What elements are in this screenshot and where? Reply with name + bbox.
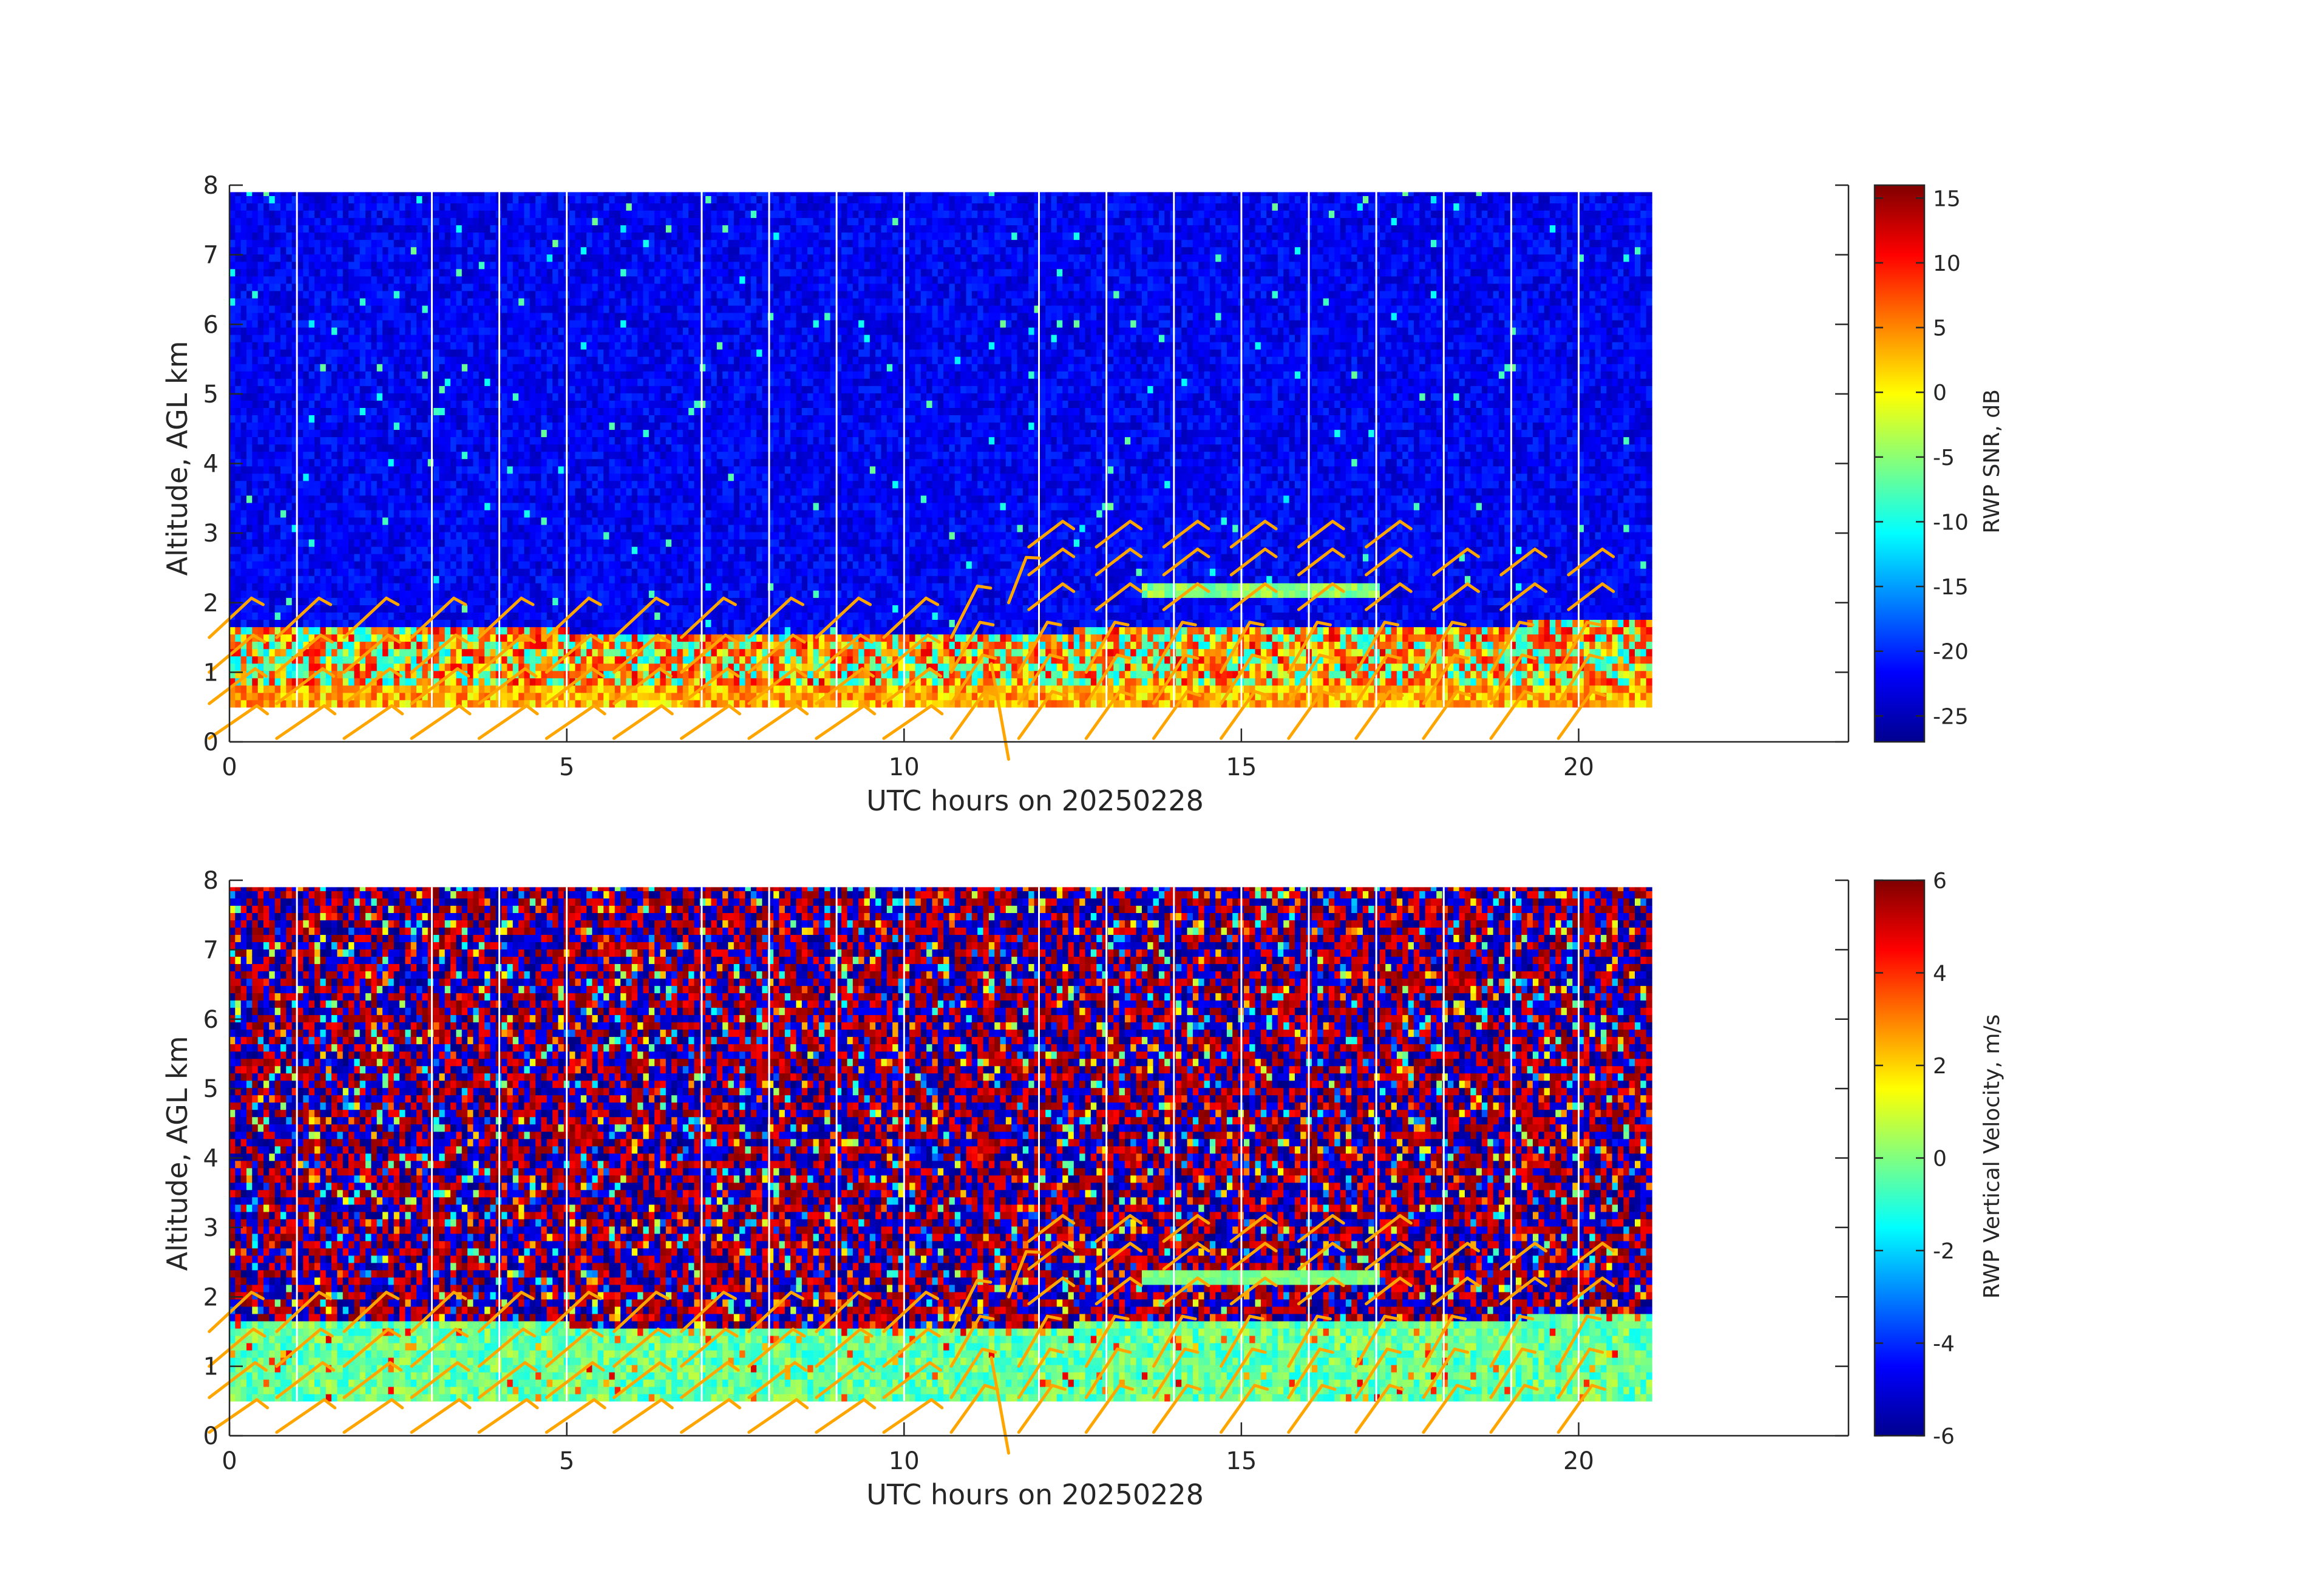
y-tick-label: 6: [203, 311, 219, 339]
wind-barb: [412, 706, 470, 739]
wind-barb: [546, 706, 605, 739]
wind-barb: [816, 1400, 875, 1433]
y-tick-label: 2: [203, 1283, 219, 1311]
y-tick-label: 8: [203, 172, 219, 200]
y-tick-label: 7: [203, 936, 219, 964]
colorbar-tick-label: 6: [1933, 869, 1947, 894]
colorbar-tick-label: 15: [1933, 186, 1961, 211]
colorbar-tick-label: -25: [1933, 704, 1969, 729]
x-tick-label: 5: [559, 753, 574, 781]
y-tick-label: 1: [203, 659, 219, 687]
wind-barb: [884, 1400, 942, 1433]
wind-barb: [682, 706, 740, 739]
wind-barb: [614, 1400, 672, 1433]
x-tick-label: 15: [1226, 753, 1257, 781]
wind-barb: [479, 1400, 537, 1433]
y-tick-label: 2: [203, 589, 219, 617]
y-tick-label: 5: [203, 381, 219, 409]
y-tick-label: 1: [203, 1353, 219, 1381]
colorbar-tick-label: -10: [1933, 510, 1969, 535]
y-tick-label: 8: [203, 867, 219, 895]
wind-barb: [749, 706, 807, 739]
velocity-x-axis-label: UTC hours on 20250228: [866, 1478, 1204, 1511]
snr-colorbar: 15 10 5 0 -5 -10 -15 -20 -25: [1875, 185, 1969, 742]
snr-y-axis-label: Altitude, AGL km: [161, 341, 194, 576]
velocity-y-axis-label: Altitude, AGL km: [161, 1036, 194, 1271]
x-tick-label: 10: [889, 753, 920, 781]
colorbar-tick-label: -6: [1933, 1424, 1955, 1449]
y-tick-label: 4: [203, 1145, 219, 1173]
wind-barb: [344, 706, 402, 739]
colorbar-tick-label: -2: [1933, 1239, 1955, 1264]
snr-x-axis-label: UTC hours on 20250228: [866, 784, 1204, 817]
colorbar-tick-label: 0: [1933, 1147, 1947, 1172]
wind-barb: [816, 706, 875, 739]
velocity-colorbar-label: RWP Vertical Velocity, m/s: [1980, 1014, 2005, 1299]
x-tick-label: 0: [222, 1447, 237, 1475]
velocity-colorbar: 6 4 2 0 -2 -4 -6: [1875, 869, 1955, 1449]
wind-barb: [412, 1400, 470, 1433]
wind-barb: [749, 1400, 807, 1433]
wind-barb: [546, 1400, 605, 1433]
colorbar-tick-label: 2: [1933, 1054, 1947, 1079]
wind-barb: [277, 706, 335, 739]
y-tick-label: 5: [203, 1075, 219, 1103]
wind-barb: [682, 1400, 740, 1433]
colorbar-tick-label: 4: [1933, 962, 1947, 986]
colorbar-tick-label: -15: [1933, 575, 1969, 600]
y-tick-label: 0: [203, 728, 219, 756]
colorbar-gradient: [1875, 185, 1924, 742]
x-tick-label: 10: [889, 1447, 920, 1475]
velocity-heatmap: [229, 887, 1652, 1401]
y-tick-label: 4: [203, 450, 219, 478]
x-tick-label: 20: [1563, 1447, 1594, 1475]
wind-barb: [614, 706, 672, 739]
y-tick-label: 3: [203, 1214, 219, 1242]
wind-barb: [277, 1400, 335, 1433]
y-tick-label: 3: [203, 520, 219, 548]
y-tick-label: 7: [203, 242, 219, 270]
colorbar-tick-label: 10: [1933, 251, 1961, 276]
colorbar-tick-label: -5: [1933, 446, 1955, 470]
wind-barb: [479, 706, 537, 739]
snr-heatmap: [229, 192, 1652, 708]
colorbar-tick-label: 5: [1933, 316, 1947, 341]
y-tick-label: 6: [203, 1006, 219, 1034]
wind-barb: [884, 706, 942, 739]
colorbar-tick-label: 0: [1933, 381, 1947, 406]
snr-colorbar-label: RWP SNR, dB: [1980, 389, 2005, 534]
colorbar-tick-label: -20: [1933, 640, 1969, 665]
colorbar-tick-label: -4: [1933, 1332, 1955, 1357]
x-tick-label: 5: [559, 1447, 574, 1475]
wind-barb: [344, 1400, 402, 1433]
y-tick-label: 0: [203, 1422, 219, 1450]
x-tick-label: 20: [1563, 753, 1594, 781]
x-tick-label: 15: [1226, 1447, 1257, 1475]
x-tick-label: 0: [222, 753, 237, 781]
